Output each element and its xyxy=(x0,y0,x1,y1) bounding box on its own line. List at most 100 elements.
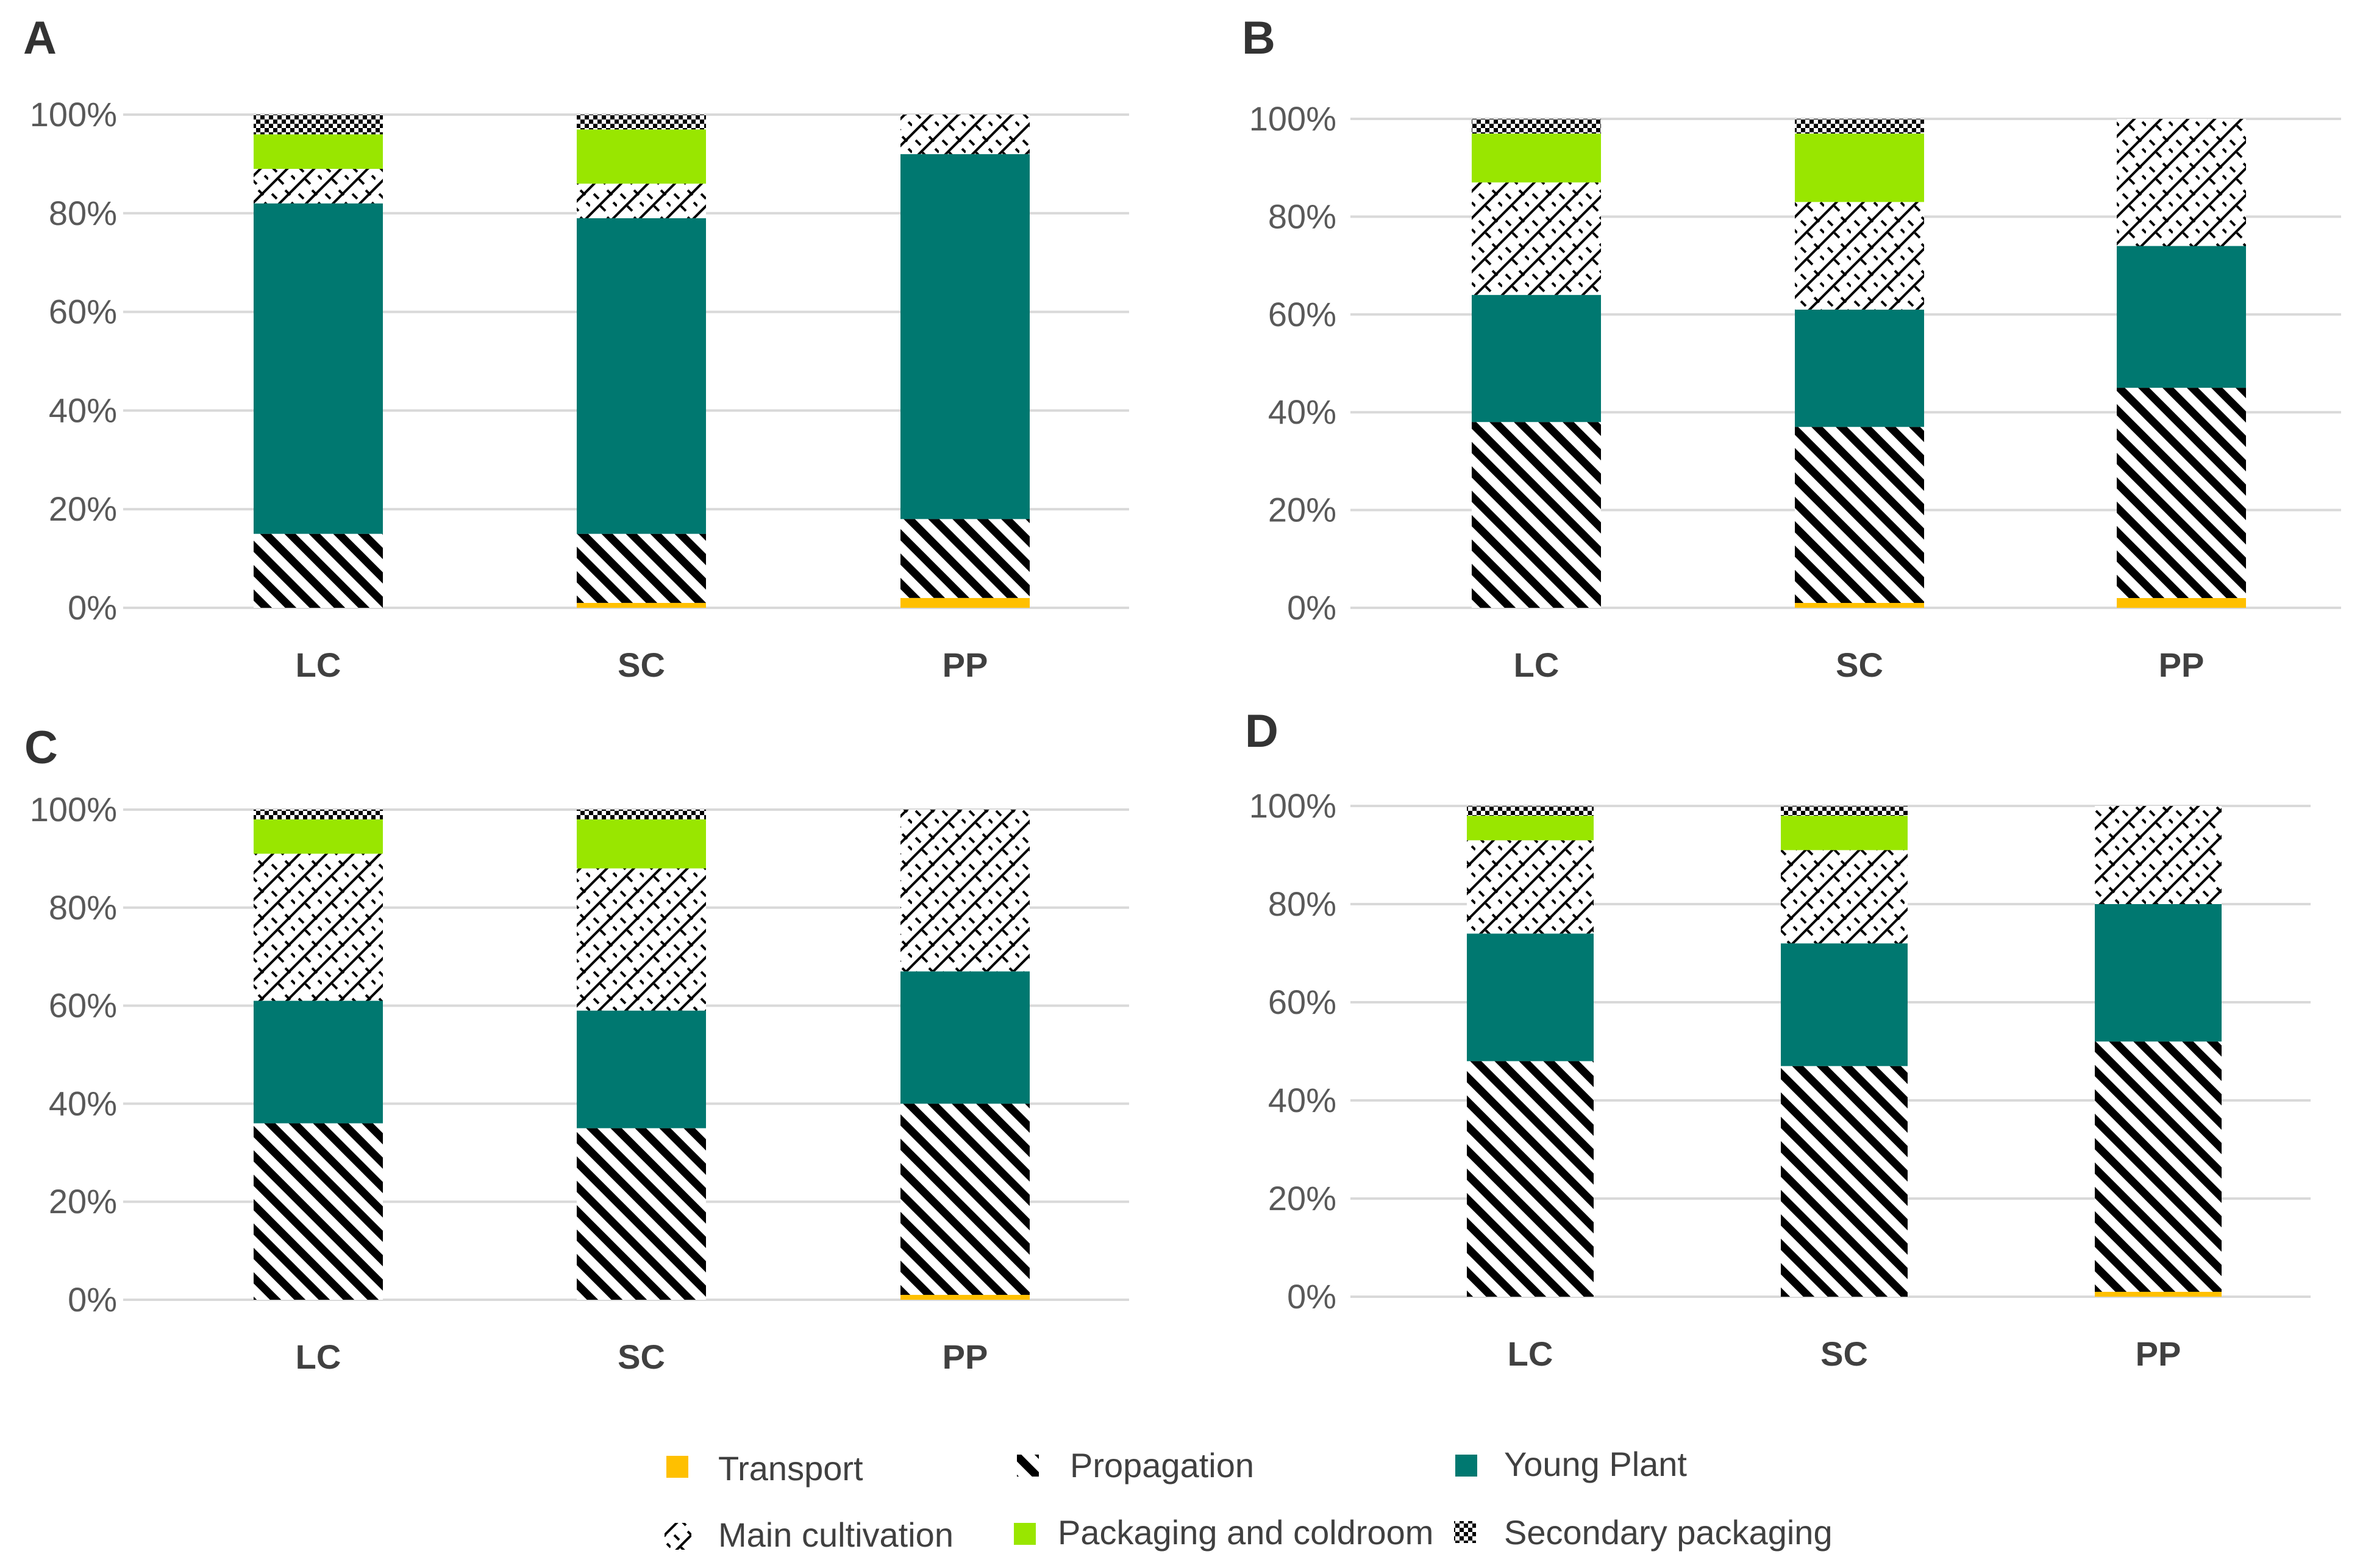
x-category-label-a-lc: LC xyxy=(296,646,341,684)
bar-a-pp-main-cultivation xyxy=(900,115,1030,154)
x-category-label-b-pp: PP xyxy=(2159,646,2205,684)
bar-d-lc-packaging-and-coldroom xyxy=(1467,816,1594,841)
legend-item-propagation: Propagation xyxy=(1017,1446,1254,1484)
bar-a-pp-young-plant xyxy=(900,154,1030,519)
legend-item-transport: Transport xyxy=(666,1449,863,1488)
legend: Transport Propagation Young Plant Main c… xyxy=(665,1445,1833,1554)
bar-c-pp-propagation xyxy=(900,1103,1030,1295)
legend-label-propagation: Propagation xyxy=(1070,1446,1254,1484)
y-tick-label-c-5: 100% xyxy=(30,790,117,829)
y-tick-label-c-3: 60% xyxy=(49,986,117,1025)
legend-swatch-secondary-packaging xyxy=(1454,1521,1476,1543)
x-category-label-b-lc: LC xyxy=(1514,646,1560,684)
bar-d-pp-propagation xyxy=(2095,1041,2222,1292)
plot-area-a: 0% 20% 40% 60% 80% 100% LC SC PP xyxy=(30,95,1129,684)
x-category-label-a-sc: SC xyxy=(618,646,665,684)
bar-a-lc-young-plant xyxy=(254,203,383,534)
y-tick-label-a-2: 40% xyxy=(49,391,117,429)
legend-item-main-cultivation: Main cultivation xyxy=(665,1516,954,1554)
bar-b-lc-packaging-and-coldroom xyxy=(1472,134,1601,183)
y-tick-label-a-0: 0% xyxy=(68,588,117,627)
panel-letter-c: C xyxy=(24,722,58,774)
bar-c-lc-secondary-packaging xyxy=(254,810,383,820)
plot-area-b: 0% 20% 40% 60% 80% 100% LC SC PP xyxy=(1249,99,2341,684)
bar-b-lc-young-plant xyxy=(1472,294,1601,422)
chart-panel-a: A 0% 20% 40% 60% 80% 100% LC SC PP xyxy=(23,12,1129,684)
bar-a-lc-secondary-packaging xyxy=(254,115,383,135)
bar-a-sc-secondary-packaging xyxy=(577,115,706,130)
bar-c-sc-young-plant xyxy=(577,1010,706,1128)
bar-b-sc-young-plant xyxy=(1795,309,1924,427)
legend-item-packaging-and-coldroom: Packaging and coldroom xyxy=(1014,1513,1433,1552)
bar-b-sc-secondary-packaging xyxy=(1795,119,1924,134)
y-tick-label-d-1: 20% xyxy=(1268,1179,1336,1217)
legend-label-packaging-and-coldroom: Packaging and coldroom xyxy=(1058,1513,1433,1552)
legend-item-secondary-packaging: Secondary packaging xyxy=(1454,1513,1833,1552)
y-tick-label-b-5: 100% xyxy=(1249,99,1336,138)
plot-area-c: 0% 20% 40% 60% 80% 100% LC SC PP xyxy=(30,790,1129,1376)
y-tick-label-a-4: 80% xyxy=(49,194,117,232)
bar-a-lc-main-cultivation xyxy=(254,168,383,204)
bar-c-pp-main-cultivation xyxy=(900,810,1030,972)
bar-a-lc-propagation xyxy=(254,533,383,608)
legend-label-secondary-packaging: Secondary packaging xyxy=(1504,1513,1833,1552)
bar-c-lc-main-cultivation xyxy=(254,853,383,1001)
bar-d-sc-packaging-and-coldroom xyxy=(1781,816,1908,850)
legend-item-young-plant: Young Plant xyxy=(1455,1445,1687,1483)
y-tick-label-c-0: 0% xyxy=(68,1280,117,1319)
y-tick-label-b-1: 20% xyxy=(1268,491,1336,529)
legend-label-young-plant: Young Plant xyxy=(1504,1445,1687,1483)
bar-d-lc-young-plant xyxy=(1467,933,1594,1061)
bar-c-pp-transport xyxy=(900,1294,1030,1300)
bar-b-sc-propagation xyxy=(1795,427,1924,603)
bar-b-pp-propagation xyxy=(2117,388,2246,598)
y-tick-label-c-1: 20% xyxy=(49,1182,117,1221)
bar-a-lc-packaging-and-coldroom xyxy=(254,134,383,169)
bar-c-lc-propagation xyxy=(254,1123,383,1300)
bar-d-sc-secondary-packaging xyxy=(1781,806,1908,816)
legend-swatch-packaging-and-coldroom xyxy=(1014,1523,1036,1545)
legend-swatch-young-plant xyxy=(1455,1455,1477,1477)
y-tick-label-d-3: 60% xyxy=(1268,983,1336,1021)
bar-a-pp-transport xyxy=(900,597,1030,608)
bar-a-sc-young-plant xyxy=(577,218,706,534)
bar-c-lc-young-plant xyxy=(254,1000,383,1124)
chart-panel-d: D 0% 20% 40% 60% 80% 100% LC SC PP xyxy=(1245,705,2311,1373)
chart-panel-c: C 0% 20% 40% 60% 80% 100% LC SC PP xyxy=(24,722,1129,1376)
y-tick-label-d-5: 100% xyxy=(1249,786,1336,825)
panel-letter-d: D xyxy=(1245,705,1278,757)
bar-c-sc-main-cultivation xyxy=(577,868,706,1011)
bar-b-sc-main-cultivation xyxy=(1795,202,1924,310)
bar-a-sc-packaging-and-coldroom xyxy=(577,129,706,184)
bar-a-sc-transport xyxy=(577,602,706,608)
bar-b-lc-propagation xyxy=(1472,422,1601,608)
bar-c-lc-packaging-and-coldroom xyxy=(254,819,383,854)
y-tick-label-d-2: 40% xyxy=(1268,1081,1336,1119)
bar-c-sc-packaging-and-coldroom xyxy=(577,819,706,869)
y-tick-label-b-4: 80% xyxy=(1268,197,1336,235)
bar-a-pp-propagation xyxy=(900,519,1030,598)
y-tick-label-a-1: 20% xyxy=(49,490,117,528)
bar-d-pp-transport xyxy=(2095,1291,2222,1297)
plot-area-d: 0% 20% 40% 60% 80% 100% LC SC PP xyxy=(1249,786,2311,1373)
x-category-label-d-pp: PP xyxy=(2136,1335,2181,1373)
bar-b-pp-transport xyxy=(2117,597,2246,608)
y-tick-label-c-2: 40% xyxy=(49,1084,117,1122)
bar-b-lc-main-cultivation xyxy=(1472,182,1601,295)
bar-b-sc-transport xyxy=(1795,602,1924,608)
x-category-label-c-pp: PP xyxy=(943,1338,988,1376)
bar-c-sc-secondary-packaging xyxy=(577,810,706,820)
legend-label-main-cultivation: Main cultivation xyxy=(718,1516,954,1554)
bar-a-sc-propagation xyxy=(577,533,706,603)
legend-swatch-transport xyxy=(666,1456,688,1478)
y-tick-label-c-4: 80% xyxy=(49,888,117,927)
bar-b-sc-packaging-and-coldroom xyxy=(1795,134,1924,202)
bar-d-lc-main-cultivation xyxy=(1467,840,1594,934)
bar-d-sc-propagation xyxy=(1781,1066,1908,1297)
y-tick-label-b-2: 40% xyxy=(1268,393,1336,431)
bar-c-pp-young-plant xyxy=(900,971,1030,1104)
chart-panel-b: B 0% 20% 40% 60% 80% 100% LC SC PP xyxy=(1242,12,2341,684)
bar-d-pp-young-plant xyxy=(2095,904,2222,1042)
bar-d-sc-main-cultivation xyxy=(1781,850,1908,944)
